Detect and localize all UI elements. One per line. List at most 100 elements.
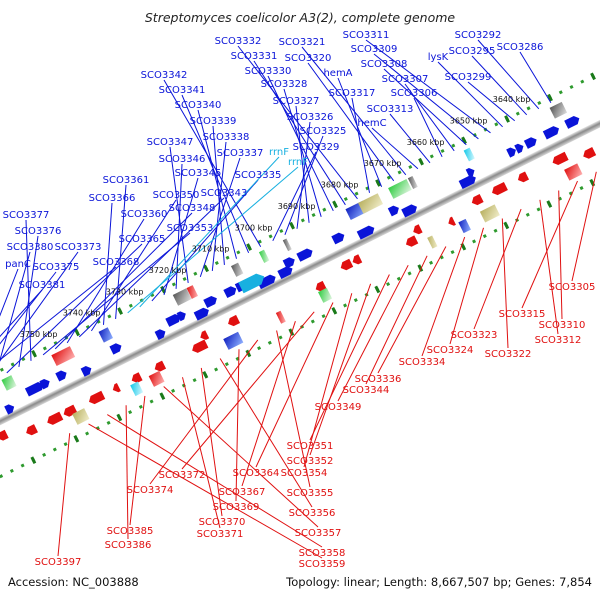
forward-gene-arrow — [256, 274, 276, 290]
forward-gene-arrow — [506, 147, 516, 158]
bottom-tick-dot — [20, 463, 25, 468]
gene-labels: 3640 kbp 3650 kbp 3660 kbp 3670 kbp 3680 kbp… — [3, 30, 596, 570]
leader-line — [303, 293, 353, 468]
top-tick-dot — [107, 314, 112, 319]
bottom-tick-dot — [257, 346, 262, 351]
bottom-tick-major — [331, 306, 338, 315]
top-tick-dot — [322, 207, 327, 212]
leader-line — [0, 289, 43, 338]
top-tick-dot — [569, 84, 574, 89]
gene-label-sco3292: SCO3292 — [455, 30, 502, 41]
gene-label-sco3313: SCO3313 — [367, 104, 414, 115]
top-tick-major — [203, 264, 209, 273]
leader-line — [521, 180, 578, 309]
top-tick-major — [590, 72, 596, 81]
gene-label-sco3347: SCO3347 — [147, 137, 194, 148]
top-tick-major — [246, 243, 252, 251]
leader-line — [78, 197, 225, 338]
cog-block — [358, 193, 384, 214]
bottom-tick-major — [417, 264, 424, 272]
forward-gene-arrow — [387, 205, 399, 217]
cog-block — [258, 249, 270, 263]
gene-label-sco3337: SCO3337 — [217, 148, 264, 159]
tick-label: 3700 kbp — [235, 223, 273, 232]
top-tick-dot — [558, 90, 563, 95]
forward-gene-arrow — [0, 402, 1, 414]
leader-line — [181, 94, 250, 253]
forward-gene-arrow — [193, 307, 209, 321]
leader-line — [149, 339, 259, 485]
top-tick-dot — [10, 362, 15, 367]
gene-label-sco3381: SCO3381 — [19, 280, 66, 291]
band-rotated-group — [0, 72, 600, 479]
leader-line — [125, 405, 129, 540]
gene-label-sco3374: SCO3374 — [127, 485, 174, 496]
bottom-tick-dot — [386, 282, 391, 287]
tick-label: 3640 kbp — [493, 95, 531, 104]
cog-block — [463, 147, 475, 162]
leader-line — [421, 236, 466, 357]
leader-line — [107, 414, 323, 548]
bottom-tick-dot — [429, 260, 434, 265]
forward-gene-arrow — [277, 266, 293, 280]
bottom-tick-major — [546, 200, 553, 208]
leader-line — [383, 68, 467, 146]
cog-block — [148, 370, 165, 387]
gene-label-sco3321: SCO3321 — [279, 37, 326, 48]
bottom-tick-dot — [353, 298, 358, 303]
leader-line — [558, 190, 563, 320]
leader-line — [241, 321, 296, 487]
forward-gene-arrow — [176, 311, 186, 322]
forward-gene-arrow — [296, 248, 313, 262]
gene-label-sco3331: SCO3331 — [231, 51, 278, 62]
bottom-tick-dot — [472, 239, 477, 244]
gene-label-sco3335: SCO3335 — [235, 170, 282, 181]
reverse-gene-arrow — [552, 151, 569, 166]
cog-block — [172, 288, 192, 306]
gene-label-sco3342: SCO3342 — [141, 70, 188, 81]
gene-label-sco3317: SCO3317 — [329, 88, 376, 99]
bottom-tick-dot — [278, 335, 283, 340]
leader-line — [437, 61, 503, 128]
leader-line — [307, 62, 395, 182]
forward-gene-arrow — [282, 257, 295, 269]
gene-label-sco3341: SCO3341 — [159, 85, 206, 96]
top-tick-major — [289, 221, 295, 230]
genome-band — [0, 72, 600, 479]
leader-line — [539, 199, 559, 335]
reverse-gene-arrow — [492, 181, 508, 196]
leader-line — [377, 246, 447, 374]
gene-label-rrnf: rrnF — [269, 147, 289, 158]
top-tick-dot — [386, 175, 391, 180]
top-tick-dot — [537, 100, 542, 105]
gene-label-hemc: hemC — [357, 118, 386, 129]
bottom-tick-dot — [42, 452, 47, 457]
gene-label-sco3365: SCO3365 — [119, 234, 166, 245]
forward-gene-arrow — [55, 370, 67, 382]
leader-line — [373, 53, 479, 140]
leader-line — [103, 202, 113, 325]
reverse-gene-arrow — [448, 216, 456, 226]
leader-line — [337, 264, 409, 402]
leader-line — [284, 135, 324, 235]
top-tick-dot — [182, 277, 187, 282]
cog-block — [275, 310, 286, 324]
bottom-tick-dot — [192, 378, 197, 383]
cog-block — [282, 238, 292, 252]
leader-line — [351, 97, 370, 193]
top-tick-major — [418, 157, 424, 166]
gene-label-sco3311: SCO3311 — [343, 30, 390, 41]
bottom-tick-dot — [0, 474, 4, 479]
gene-label-panc: panC — [5, 259, 31, 270]
gene-label-sco3368: SCO3368 — [93, 257, 140, 268]
top-tick-dot — [451, 143, 456, 148]
bottom-tick-major — [30, 456, 37, 464]
top-tick-major — [31, 349, 38, 358]
reverse-gene-arrow — [471, 193, 484, 206]
cog-block — [130, 381, 144, 397]
forward-gene-arrow — [223, 286, 237, 299]
gene-label-sco3366: SCO3366 — [89, 193, 136, 204]
bottom-tick-major — [288, 328, 295, 336]
top-tick-dot — [408, 164, 413, 170]
gene-label-sco3380: SCO3380 — [7, 242, 54, 253]
